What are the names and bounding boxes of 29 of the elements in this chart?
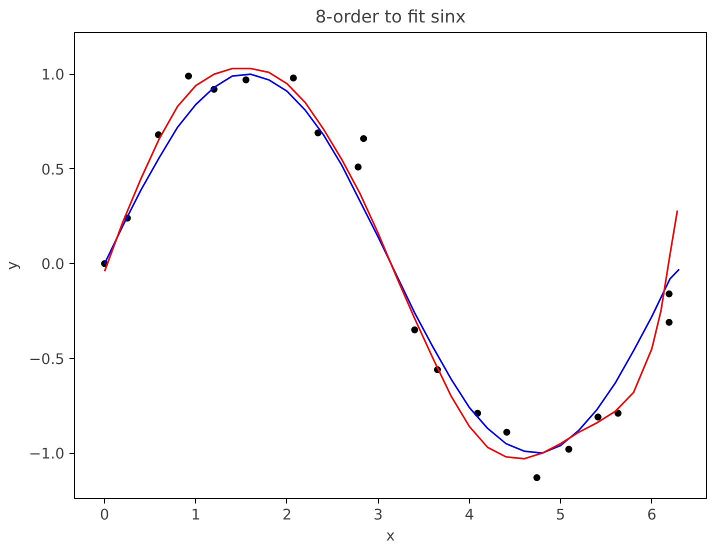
chart-title: 8-order to fit sinx xyxy=(315,8,466,28)
y-tick-label: 0.0 xyxy=(41,256,65,274)
point xyxy=(314,129,322,136)
x-tick-label: 1 xyxy=(191,506,200,524)
point xyxy=(360,135,368,142)
x-tick-label: 6 xyxy=(647,506,656,524)
x-axis-title: x xyxy=(386,528,396,544)
point xyxy=(533,474,540,482)
y-tick-label: 1.0 xyxy=(41,66,65,84)
point xyxy=(184,72,192,80)
point xyxy=(666,290,673,298)
point xyxy=(354,164,362,170)
point xyxy=(503,428,510,436)
point xyxy=(614,410,622,417)
point xyxy=(290,74,297,82)
point xyxy=(411,326,418,334)
point xyxy=(242,76,250,84)
point xyxy=(594,414,602,421)
x-tick-label: 3 xyxy=(374,506,383,524)
point xyxy=(565,446,572,453)
y-tick-label: −1.0 xyxy=(28,446,65,463)
point xyxy=(666,318,673,326)
x-tick-label: 4 xyxy=(464,506,474,524)
x-tick-label: 5 xyxy=(556,506,566,524)
y-tick-label: 0.5 xyxy=(41,161,65,178)
x-tick-label: 0 xyxy=(100,506,110,524)
y-tick-label: −0.5 xyxy=(28,350,65,368)
x-tick-label: 2 xyxy=(282,506,292,524)
y-axis-title: y xyxy=(4,260,21,270)
